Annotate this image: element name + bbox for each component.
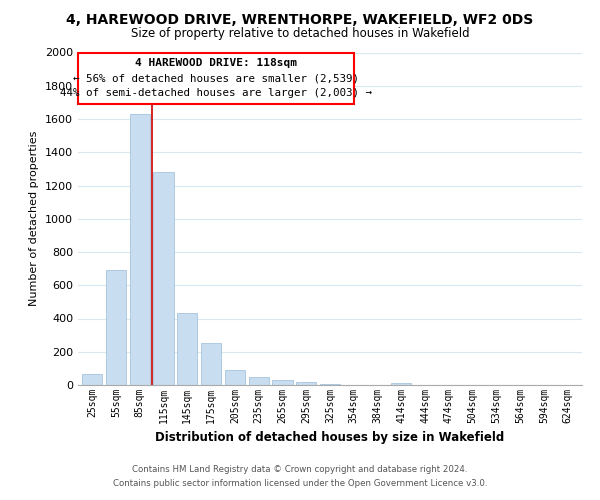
Bar [391, 382, 412, 385]
Bar [130, 114, 150, 385]
Y-axis label: Number of detached properties: Number of detached properties [29, 131, 40, 306]
Text: 4 HAREWOOD DRIVE: 118sqm: 4 HAREWOOD DRIVE: 118sqm [135, 58, 297, 68]
Bar [296, 382, 316, 385]
Text: 44% of semi-detached houses are larger (2,003) →: 44% of semi-detached houses are larger (… [60, 88, 372, 98]
Bar [225, 370, 245, 385]
Bar [320, 384, 340, 385]
Bar [154, 172, 173, 385]
Text: Size of property relative to detached houses in Wakefield: Size of property relative to detached ho… [131, 28, 469, 40]
Bar [248, 376, 269, 385]
Bar [177, 312, 197, 385]
X-axis label: Distribution of detached houses by size in Wakefield: Distribution of detached houses by size … [155, 432, 505, 444]
Text: ← 56% of detached houses are smaller (2,539): ← 56% of detached houses are smaller (2,… [73, 73, 359, 83]
Bar [272, 380, 293, 385]
Bar [106, 270, 126, 385]
Text: Contains HM Land Registry data © Crown copyright and database right 2024.
Contai: Contains HM Land Registry data © Crown c… [113, 466, 487, 487]
Text: 4, HAREWOOD DRIVE, WRENTHORPE, WAKEFIELD, WF2 0DS: 4, HAREWOOD DRIVE, WRENTHORPE, WAKEFIELD… [67, 12, 533, 26]
Bar [201, 344, 221, 385]
Bar [82, 374, 103, 385]
